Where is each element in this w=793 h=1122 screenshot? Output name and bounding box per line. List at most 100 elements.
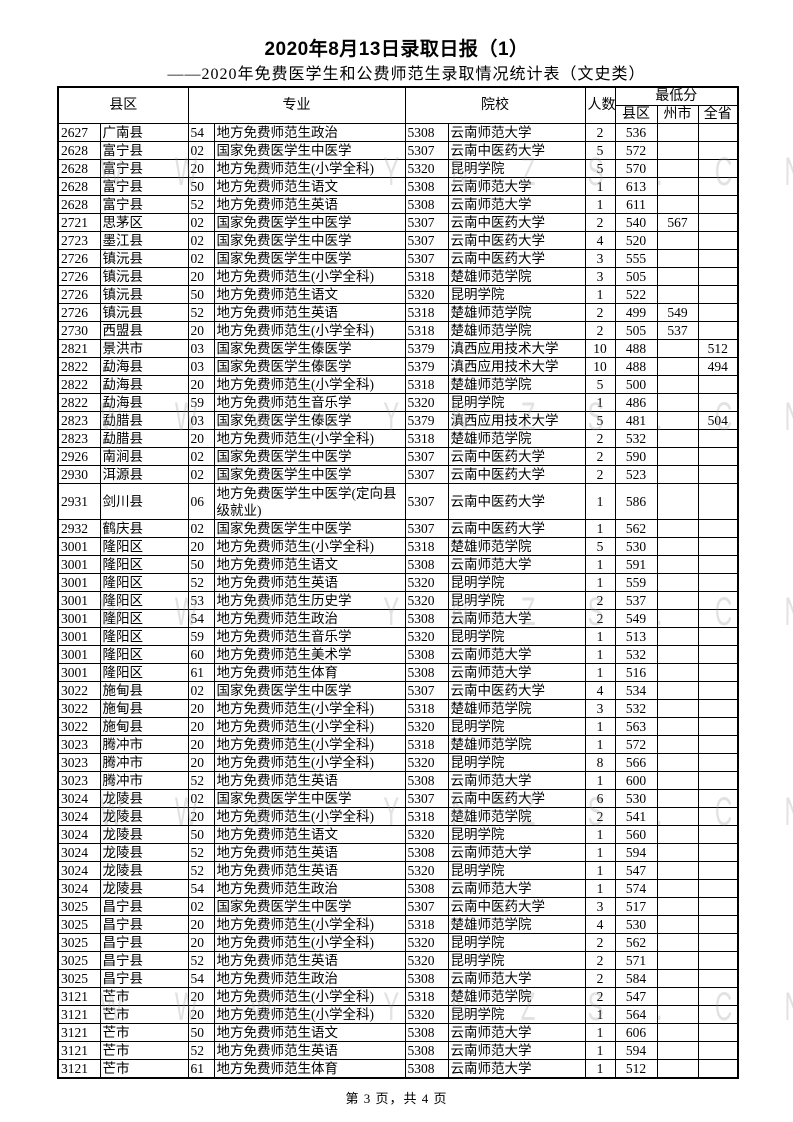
count-cell: 4 [584, 231, 616, 250]
major-code-cell: 53 [187, 591, 215, 610]
school-name-cell: 云南师范大学 [447, 555, 586, 574]
school-name-cell: 昆明学院 [447, 393, 586, 412]
table-row: 3121 芒市 61 地方免费师范生体育 5308 云南师范大学 1 512 [57, 1059, 739, 1079]
county-name-cell: 昌宁县 [99, 951, 189, 970]
table-row: 3121 芒市 20 地方免费师范生(小学全科) 5318 楚雄师范学院 2 547 [57, 987, 739, 1006]
major-code-cell: 52 [187, 861, 215, 880]
count-cell: 1 [584, 195, 616, 214]
min-score-county-cell: 530 [614, 537, 658, 556]
min-score-province-cell [697, 1023, 739, 1042]
table-row: 3022 施甸县 02 国家免费医学生中医学 5307 云南中医药大学 4 534 [57, 681, 739, 700]
min-score-county-cell: 611 [614, 195, 658, 214]
table-row: 3001 隆阳区 59 地方免费师范生音乐学 5320 昆明学院 1 513 [57, 627, 739, 646]
table-row: 2823 勐腊县 03 国家免费医学生傣医学 5379 滇西应用技术大学 5 481 504 [57, 411, 739, 430]
school-code-cell: 5308 [404, 177, 449, 196]
min-score-prefecture-cell [656, 177, 699, 196]
min-score-province-cell [697, 807, 739, 826]
major-code-cell: 52 [187, 573, 215, 592]
county-code-cell: 3024 [57, 789, 101, 808]
school-name-cell: 滇西应用技术大学 [447, 339, 586, 358]
school-name-cell: 滇西应用技术大学 [447, 357, 586, 376]
count-cell: 4 [584, 681, 616, 700]
school-code-cell: 5308 [404, 843, 449, 862]
table-row: 3025 昌宁县 52 地方免费师范生英语 5320 昆明学院 2 571 [57, 951, 739, 970]
table-row: 3001 隆阳区 20 地方免费师范生(小学全科) 5318 楚雄师范学院 5 530 [57, 537, 739, 556]
major-code-cell: 54 [187, 609, 215, 628]
major-code-cell: 20 [187, 717, 215, 736]
school-name-cell: 云南中医药大学 [447, 897, 586, 916]
count-cell: 1 [584, 861, 616, 880]
min-score-prefecture-cell [656, 429, 699, 448]
major-name-cell: 国家免费医学生傣医学 [213, 339, 406, 358]
count-cell: 1 [584, 1005, 616, 1024]
page-footer: 第 3 页，共 4 页 [345, 1091, 448, 1106]
county-code-cell: 3001 [57, 537, 101, 556]
table-row: 3121 芒市 52 地方免费师范生英语 5308 云南师范大学 1 594 [57, 1041, 739, 1060]
major-code-cell: 20 [187, 429, 215, 448]
school-name-cell: 云南中医药大学 [447, 447, 586, 466]
major-code-cell: 50 [187, 285, 215, 304]
count-cell: 2 [584, 987, 616, 1006]
school-code-cell: 5308 [404, 663, 449, 682]
school-code-cell: 5307 [404, 681, 449, 700]
major-name-cell: 地方免费师范生(小学全科) [213, 753, 406, 772]
count-cell: 1 [584, 771, 616, 790]
major-code-cell: 20 [187, 699, 215, 718]
county-name-cell: 勐海县 [99, 375, 189, 394]
county-code-cell: 2823 [57, 429, 101, 448]
major-name-cell: 地方免费师范生政治 [213, 609, 406, 628]
min-score-county-cell: 541 [614, 807, 658, 826]
min-score-county-cell: 564 [614, 1005, 658, 1024]
county-name-cell: 富宁县 [99, 195, 189, 214]
min-score-prefecture-cell [656, 231, 699, 250]
header-major: 专业 [187, 86, 406, 124]
major-code-cell: 02 [187, 681, 215, 700]
school-code-cell: 5308 [404, 969, 449, 988]
major-name-cell: 国家免费医学生傣医学 [213, 357, 406, 376]
min-score-province-cell [697, 771, 739, 790]
table-row: 2723 墨江县 02 国家免费医学生中医学 5307 云南中医药大学 4 520 [57, 231, 739, 250]
school-code-cell: 5308 [404, 555, 449, 574]
table-row: 2628 富宁县 52 地方免费师范生英语 5308 云南师范大学 1 611 [57, 195, 739, 214]
table-row: 3025 昌宁县 20 地方免费师范生(小学全科) 5320 昆明学院 2 562 [57, 933, 739, 952]
county-name-cell: 镇沅县 [99, 303, 189, 322]
county-name-cell: 腾冲市 [99, 771, 189, 790]
min-score-county-cell: 500 [614, 375, 658, 394]
school-name-cell: 云南师范大学 [447, 177, 586, 196]
table-row: 2628 富宁县 50 地方免费师范生语文 5308 云南师范大学 1 613 [57, 177, 739, 196]
min-score-province-cell [697, 861, 739, 880]
school-code-cell: 5320 [404, 825, 449, 844]
min-score-prefecture-cell [656, 843, 699, 862]
min-score-county-cell: 591 [614, 555, 658, 574]
min-score-province-cell [697, 699, 739, 718]
school-name-cell: 楚雄师范学院 [447, 915, 586, 934]
county-name-cell: 镇沅县 [99, 267, 189, 286]
major-name-cell: 地方免费师范生政治 [213, 123, 406, 142]
major-name-cell: 地方免费师范生历史学 [213, 591, 406, 610]
major-name-cell: 地方免费师范生政治 [213, 879, 406, 898]
admission-table: 县区 专业 院校 人数 最低分 县区 州市 全省 2627 广南县 54 地方免费师范… [57, 86, 740, 1079]
major-code-cell: 20 [187, 915, 215, 934]
school-name-cell: 滇西应用技术大学 [447, 411, 586, 430]
min-score-prefecture-cell [656, 393, 699, 412]
min-score-province-cell [697, 753, 739, 772]
count-cell: 2 [584, 951, 616, 970]
table-row: 2930 洱源县 02 国家免费医学生中医学 5307 云南中医药大学 2 523 [57, 465, 739, 484]
county-name-cell: 墨江县 [99, 231, 189, 250]
major-name-cell: 地方免费师范生语文 [213, 1023, 406, 1042]
min-score-province-cell [697, 681, 739, 700]
county-code-cell: 3025 [57, 897, 101, 916]
county-code-cell: 3024 [57, 843, 101, 862]
county-code-cell: 2730 [57, 321, 101, 340]
major-name-cell: 地方免费师范生体育 [213, 663, 406, 682]
min-score-province-cell [697, 1059, 739, 1079]
major-code-cell: 02 [187, 789, 215, 808]
county-code-cell: 3001 [57, 555, 101, 574]
county-code-cell: 3121 [57, 1059, 101, 1079]
count-cell: 5 [584, 141, 616, 160]
min-score-province-cell [697, 717, 739, 736]
min-score-prefecture-cell [656, 933, 699, 952]
major-code-cell: 20 [187, 159, 215, 178]
county-code-cell: 2628 [57, 195, 101, 214]
major-name-cell: 地方免费师范生(小学全科) [213, 807, 406, 826]
